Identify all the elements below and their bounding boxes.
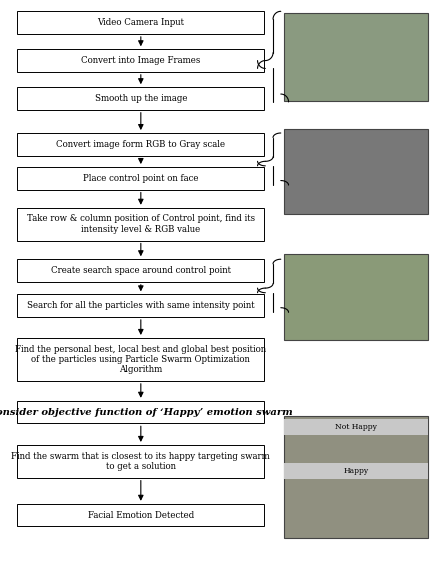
FancyBboxPatch shape <box>284 254 428 340</box>
FancyBboxPatch shape <box>284 416 428 538</box>
Text: Create search space around control point: Create search space around control point <box>51 266 231 275</box>
Text: Take row & column position of Control point, find its
intensity level & RGB valu: Take row & column position of Control po… <box>27 215 255 234</box>
FancyBboxPatch shape <box>17 445 264 478</box>
FancyBboxPatch shape <box>17 208 264 241</box>
FancyBboxPatch shape <box>17 259 264 282</box>
Text: Place control point on face: Place control point on face <box>83 174 199 183</box>
Text: Find the swarm that is closest to its happy targeting swarm
to get a solution: Find the swarm that is closest to its ha… <box>12 452 270 471</box>
Text: Find the personal best, local best and global best position
of the particles usi: Find the personal best, local best and g… <box>15 345 267 374</box>
Text: Happy: Happy <box>343 468 369 475</box>
Text: Search for all the particles with same intensity point: Search for all the particles with same i… <box>27 301 255 310</box>
FancyBboxPatch shape <box>17 167 264 190</box>
FancyBboxPatch shape <box>17 11 264 34</box>
FancyBboxPatch shape <box>284 13 428 101</box>
Text: Video Camera Input: Video Camera Input <box>97 18 184 27</box>
FancyBboxPatch shape <box>284 464 428 479</box>
Text: Facial Emotion Detected: Facial Emotion Detected <box>88 511 194 520</box>
Text: Convert image form RGB to Gray scale: Convert image form RGB to Gray scale <box>56 140 225 149</box>
Text: Not Happy: Not Happy <box>335 423 377 431</box>
FancyBboxPatch shape <box>284 419 428 435</box>
Text: Consider objective function of ‘Happy’ emotion swarm: Consider objective function of ‘Happy’ e… <box>0 408 293 417</box>
FancyBboxPatch shape <box>17 87 264 110</box>
Text: Convert into Image Frames: Convert into Image Frames <box>81 56 200 65</box>
FancyBboxPatch shape <box>17 338 264 381</box>
FancyBboxPatch shape <box>284 129 428 214</box>
FancyBboxPatch shape <box>17 133 264 156</box>
FancyBboxPatch shape <box>17 401 264 423</box>
FancyBboxPatch shape <box>17 49 264 72</box>
FancyBboxPatch shape <box>17 504 264 526</box>
FancyBboxPatch shape <box>17 294 264 317</box>
Text: Smooth up the image: Smooth up the image <box>95 94 187 103</box>
